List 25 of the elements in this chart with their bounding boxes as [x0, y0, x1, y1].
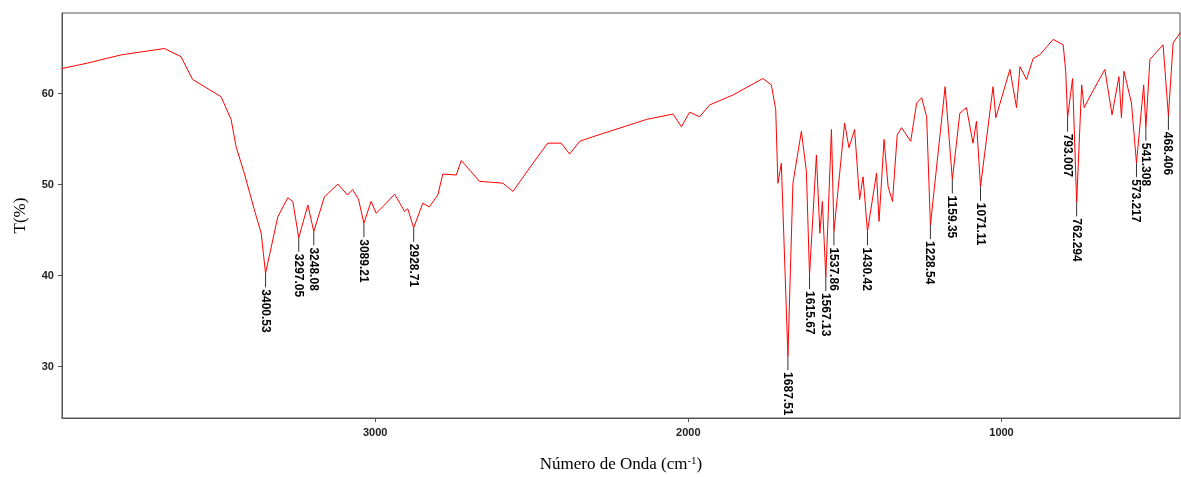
annotation: 1071.11 — [973, 202, 988, 246]
y-tick-label: 60 — [41, 87, 54, 100]
annotation: 1159.35 — [945, 195, 960, 239]
x-tick-label: 2000 — [676, 425, 701, 438]
x-tick-label: 3000 — [362, 425, 388, 438]
annotation: 1687.51 — [780, 372, 795, 416]
annotation: 2928.71 — [406, 243, 421, 288]
annotation: 3248.08 — [306, 247, 321, 292]
annotation: 1430.42 — [860, 247, 875, 292]
annotation: 1228.54 — [923, 241, 938, 285]
annotation: 1615.67 — [802, 291, 817, 335]
annotation: 3297.05 — [291, 253, 306, 298]
annotation: 762.294 — [1069, 218, 1084, 263]
annotation: 793.007 — [1060, 133, 1075, 178]
line-series — [61, 32, 1181, 357]
annotation: 1537.86 — [826, 247, 841, 292]
y-tick-label: 30 — [41, 360, 54, 373]
y-axis-title: T(%) — [10, 197, 29, 234]
y-tick-label: 50 — [41, 178, 54, 191]
y-tick-label: 40 — [41, 269, 54, 282]
annotation: 3089.21 — [356, 239, 371, 283]
annotation: 468.406 — [1161, 131, 1176, 176]
annotation: 1567.13 — [818, 292, 833, 337]
x-tick-label: 1000 — [989, 425, 1014, 438]
annotation: 3400.53 — [258, 289, 273, 333]
